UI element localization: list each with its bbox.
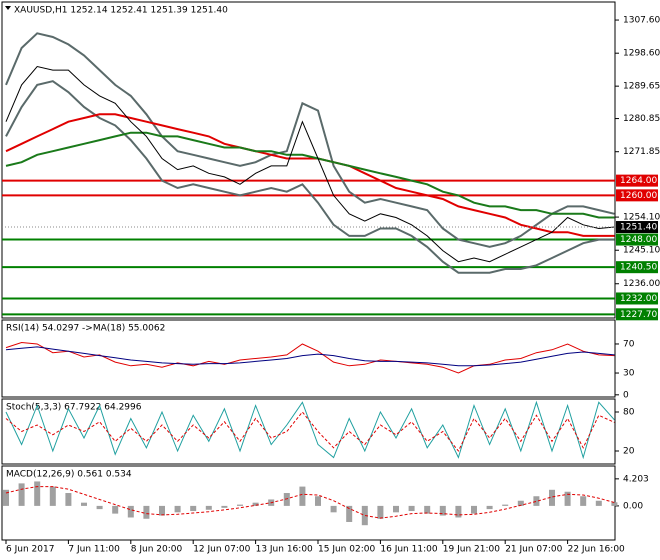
macd-bar xyxy=(502,504,509,506)
y-tick-label: 20 xyxy=(623,447,635,457)
macd-bar xyxy=(49,486,56,506)
series-line xyxy=(5,32,615,248)
level-label: 1260.00 xyxy=(620,191,657,201)
macd-bar xyxy=(174,505,181,513)
macd-bar xyxy=(299,486,306,506)
series-line xyxy=(5,411,615,452)
macd-bar xyxy=(221,505,228,508)
y-tick-label: 1280.85 xyxy=(623,114,660,124)
y-tick-label: 1236.00 xyxy=(623,279,660,289)
macd-bar xyxy=(81,502,87,506)
level-tag xyxy=(616,261,658,274)
macd-bar xyxy=(439,505,446,516)
macd-bar xyxy=(517,500,524,506)
macd-bar xyxy=(205,505,212,510)
macd-bar xyxy=(377,505,384,519)
macd-bar xyxy=(252,502,259,506)
level-label: 1248.00 xyxy=(620,235,657,245)
macd-bar xyxy=(595,500,602,506)
y-tick-label: 0 xyxy=(623,390,629,400)
y-tick-label: 4.203 xyxy=(623,474,649,484)
macd-bar xyxy=(455,505,462,518)
series-line xyxy=(5,341,615,374)
macd-bar xyxy=(393,505,399,513)
macd-bar xyxy=(486,505,493,510)
current-label: 1251.40 xyxy=(620,223,657,233)
macd-bar xyxy=(580,496,587,506)
macd-bar xyxy=(18,483,25,506)
macd-bar xyxy=(533,496,540,506)
level-tag xyxy=(616,308,658,321)
macd-bar xyxy=(315,496,321,506)
macd-bar xyxy=(190,505,197,512)
macd-bar xyxy=(361,505,368,526)
macd-bar xyxy=(34,481,41,506)
macd-bar xyxy=(611,502,618,506)
macd-bar xyxy=(112,505,119,514)
macd-bar xyxy=(424,505,431,514)
macd-bar xyxy=(283,493,290,506)
y-tick-label: 80 xyxy=(623,408,635,418)
y-tick-label: 1245.10 xyxy=(623,246,660,256)
level-label: 1227.70 xyxy=(620,310,657,320)
level-label: 1264.00 xyxy=(620,176,657,186)
macd-bar xyxy=(564,491,571,506)
y-tick-label: 1307.60 xyxy=(623,16,660,26)
y-tick-label: 1298.60 xyxy=(623,49,660,59)
x-tick-label: 16 Jun 11:00 xyxy=(380,545,437,555)
series-line xyxy=(5,80,615,274)
y-tick-label: 1289.65 xyxy=(623,82,660,92)
macd-bar xyxy=(346,505,353,522)
series-line xyxy=(5,486,615,519)
series-line xyxy=(5,65,615,263)
panel-frame xyxy=(1,1,616,319)
x-tick-label: 19 Jun 21:00 xyxy=(443,545,500,555)
x-tick-label: 8 Jun 20:00 xyxy=(131,545,183,555)
x-tick-label: 15 Jun 02:00 xyxy=(318,545,375,555)
panel-title: RSI(14) 54.0297 ->MA(18) 55.0062 xyxy=(6,324,165,334)
level-tag xyxy=(616,233,658,246)
panel-frame xyxy=(1,398,616,465)
macd-bar xyxy=(65,493,72,506)
series-line xyxy=(5,113,615,237)
macd-bar xyxy=(143,505,150,519)
level-label: 1232.00 xyxy=(620,294,657,304)
macd-bar xyxy=(408,505,415,512)
macd-bar xyxy=(127,505,134,518)
panel-title: XAUUSD,H1 1252.14 1252.41 1251.39 1251.4… xyxy=(14,6,228,16)
y-tick-label: 1254.10 xyxy=(623,213,660,223)
macd-bar xyxy=(237,504,243,506)
series-line xyxy=(5,131,615,219)
panel-title: Stoch(5,3,3) 67.7922 64.2996 xyxy=(6,403,142,413)
x-tick-label: 12 Jun 07:00 xyxy=(193,545,250,555)
macd-bar xyxy=(330,505,337,513)
x-tick-label: 6 Jun 2017 xyxy=(6,545,54,555)
x-tick-label: 13 Jun 16:00 xyxy=(256,545,313,555)
current-tag xyxy=(616,221,658,234)
macd-bar xyxy=(471,505,477,514)
panel-title: MACD(12,26,9) 0.561 0.534 xyxy=(6,470,132,480)
menu-arrow xyxy=(5,6,11,10)
x-tick-label: 7 Jun 11:00 xyxy=(68,545,120,555)
y-tick-label: 70 xyxy=(623,339,635,349)
macd-bar xyxy=(549,489,555,506)
y-tick-label: 1271.85 xyxy=(623,147,660,157)
x-tick-label: 22 Jun 16:00 xyxy=(568,545,625,555)
x-tick-label: 21 Jun 07:00 xyxy=(505,545,562,555)
macd-bar xyxy=(3,489,9,506)
macd-bar xyxy=(159,505,165,516)
level-tag xyxy=(616,174,658,187)
y-tick-label: 0.00 xyxy=(623,501,643,511)
series-line xyxy=(5,346,615,367)
level-tag xyxy=(616,189,658,202)
panel-frame xyxy=(1,319,616,398)
level-tag xyxy=(616,292,658,305)
level-label: 1240.50 xyxy=(620,263,657,273)
macd-bar xyxy=(96,505,103,510)
y-tick-label: 30 xyxy=(623,369,635,379)
